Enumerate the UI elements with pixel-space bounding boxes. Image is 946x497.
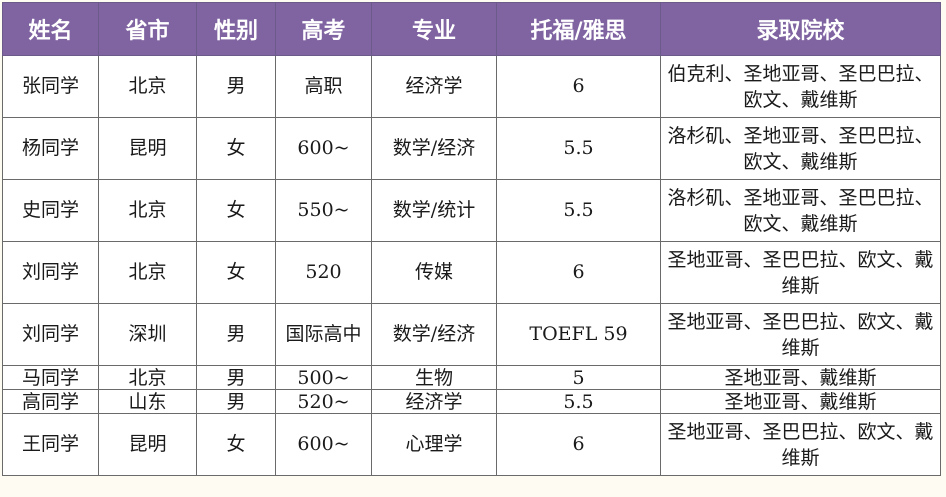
table-row: 史同学 北京 女 550~ 数学/统计 5.5 洛杉矶、圣地亚哥、圣巴巴拉、欧文… xyxy=(2,179,941,242)
cell-schools[interactable]: 圣地亚哥、戴维斯 xyxy=(660,389,941,414)
cell-schools[interactable]: 圣地亚哥、圣巴巴拉、欧文、戴维斯 xyxy=(660,303,941,366)
cell-score[interactable]: 5 xyxy=(496,365,661,390)
table-row: 杨同学 昆明 女 600~ 数学/经济 5.5 洛杉矶、圣地亚哥、圣巴巴拉、欧文… xyxy=(2,117,941,180)
cell-major[interactable]: 数学/统计 xyxy=(371,179,497,242)
cell-score[interactable]: 5.5 xyxy=(496,117,661,180)
header-row: 姓名 省市 性别 高考 专业 托福/雅思 录取院校 xyxy=(2,2,941,56)
cell-name[interactable]: 王同学 xyxy=(2,413,99,476)
cell-gender[interactable]: 男 xyxy=(196,389,276,414)
cell-gender[interactable]: 女 xyxy=(196,413,276,476)
cell-score[interactable]: 5.5 xyxy=(496,179,661,242)
cell-gaokao[interactable]: 高职 xyxy=(275,55,372,118)
cell-city[interactable]: 昆明 xyxy=(98,117,197,180)
cell-gender[interactable]: 女 xyxy=(196,117,276,180)
cell-city[interactable]: 北京 xyxy=(98,179,197,242)
cell-major[interactable]: 生物 xyxy=(371,365,497,390)
cell-major[interactable]: 传媒 xyxy=(371,241,497,304)
cell-gender[interactable]: 男 xyxy=(196,365,276,390)
cell-city[interactable]: 北京 xyxy=(98,365,197,390)
table-row: 刘同学 深圳 男 国际高中 数学/经济 TOEFL 59 圣地亚哥、圣巴巴拉、欧… xyxy=(2,303,941,366)
cell-gaokao[interactable]: 500~ xyxy=(275,365,372,390)
cell-gender[interactable]: 女 xyxy=(196,179,276,242)
cell-schools[interactable]: 圣地亚哥、圣巴巴拉、欧文、戴维斯 xyxy=(660,241,941,304)
cell-gaokao[interactable]: 520 xyxy=(275,241,372,304)
cell-major[interactable]: 数学/经济 xyxy=(371,117,497,180)
table-row: 马同学 北京 男 500~ 生物 5 圣地亚哥、戴维斯 xyxy=(2,365,941,390)
cell-gender[interactable]: 男 xyxy=(196,55,276,118)
cell-gaokao[interactable]: 国际高中 xyxy=(275,303,372,366)
cell-schools[interactable]: 圣地亚哥、圣巴巴拉、欧文、戴维斯 xyxy=(660,413,941,476)
cell-major[interactable]: 心理学 xyxy=(371,413,497,476)
cell-city[interactable]: 山东 xyxy=(98,389,197,414)
header-admitted-schools[interactable]: 录取院校 xyxy=(660,2,941,56)
table-row: 高同学 山东 男 520~ 经济学 5.5 圣地亚哥、戴维斯 xyxy=(2,389,941,414)
table-row: 王同学 昆明 女 600~ 心理学 6 圣地亚哥、圣巴巴拉、欧文、戴维斯 xyxy=(2,413,941,476)
cell-name[interactable]: 高同学 xyxy=(2,389,99,414)
cell-score[interactable]: 5.5 xyxy=(496,389,661,414)
cell-schools[interactable]: 洛杉矶、圣地亚哥、圣巴巴拉、欧文、戴维斯 xyxy=(660,179,941,242)
cell-city[interactable]: 北京 xyxy=(98,241,197,304)
cell-gender[interactable]: 男 xyxy=(196,303,276,366)
cell-major[interactable]: 经济学 xyxy=(371,55,497,118)
cell-major[interactable]: 数学/经济 xyxy=(371,303,497,366)
cell-score[interactable]: TOEFL 59 xyxy=(496,303,661,366)
cell-name[interactable]: 马同学 xyxy=(2,365,99,390)
cell-gaokao[interactable]: 600~ xyxy=(275,117,372,180)
cell-name[interactable]: 史同学 xyxy=(2,179,99,242)
cell-city[interactable]: 深圳 xyxy=(98,303,197,366)
cell-score[interactable]: 6 xyxy=(496,413,661,476)
table-row: 张同学 北京 男 高职 经济学 6 伯克利、圣地亚哥、圣巴巴拉、欧文、戴维斯 xyxy=(2,55,941,118)
header-major[interactable]: 专业 xyxy=(371,2,497,56)
header-gender[interactable]: 性别 xyxy=(196,2,276,56)
cell-schools[interactable]: 圣地亚哥、戴维斯 xyxy=(660,365,941,390)
cell-name[interactable]: 杨同学 xyxy=(2,117,99,180)
cell-gaokao[interactable]: 600~ xyxy=(275,413,372,476)
cell-name[interactable]: 刘同学 xyxy=(2,241,99,304)
cell-city[interactable]: 北京 xyxy=(98,55,197,118)
cell-gaokao[interactable]: 550~ xyxy=(275,179,372,242)
table-row: 刘同学 北京 女 520 传媒 6 圣地亚哥、圣巴巴拉、欧文、戴维斯 xyxy=(2,241,941,304)
cell-schools[interactable]: 洛杉矶、圣地亚哥、圣巴巴拉、欧文、戴维斯 xyxy=(660,117,941,180)
header-city[interactable]: 省市 xyxy=(98,2,197,56)
cell-major[interactable]: 经济学 xyxy=(371,389,497,414)
cell-name[interactable]: 刘同学 xyxy=(2,303,99,366)
cell-gaokao[interactable]: 520~ xyxy=(275,389,372,414)
cell-city[interactable]: 昆明 xyxy=(98,413,197,476)
cell-name[interactable]: 张同学 xyxy=(2,55,99,118)
cell-score[interactable]: 6 xyxy=(496,241,661,304)
header-name[interactable]: 姓名 xyxy=(2,2,99,56)
cell-schools[interactable]: 伯克利、圣地亚哥、圣巴巴拉、欧文、戴维斯 xyxy=(660,55,941,118)
admissions-table: 姓名 省市 性别 高考 专业 托福/雅思 录取院校 张同学 北京 男 高职 经济… xyxy=(2,2,941,476)
header-toefl-ielts[interactable]: 托福/雅思 xyxy=(496,2,661,56)
cell-gender[interactable]: 女 xyxy=(196,241,276,304)
header-gaokao[interactable]: 高考 xyxy=(275,2,372,56)
cell-score[interactable]: 6 xyxy=(496,55,661,118)
